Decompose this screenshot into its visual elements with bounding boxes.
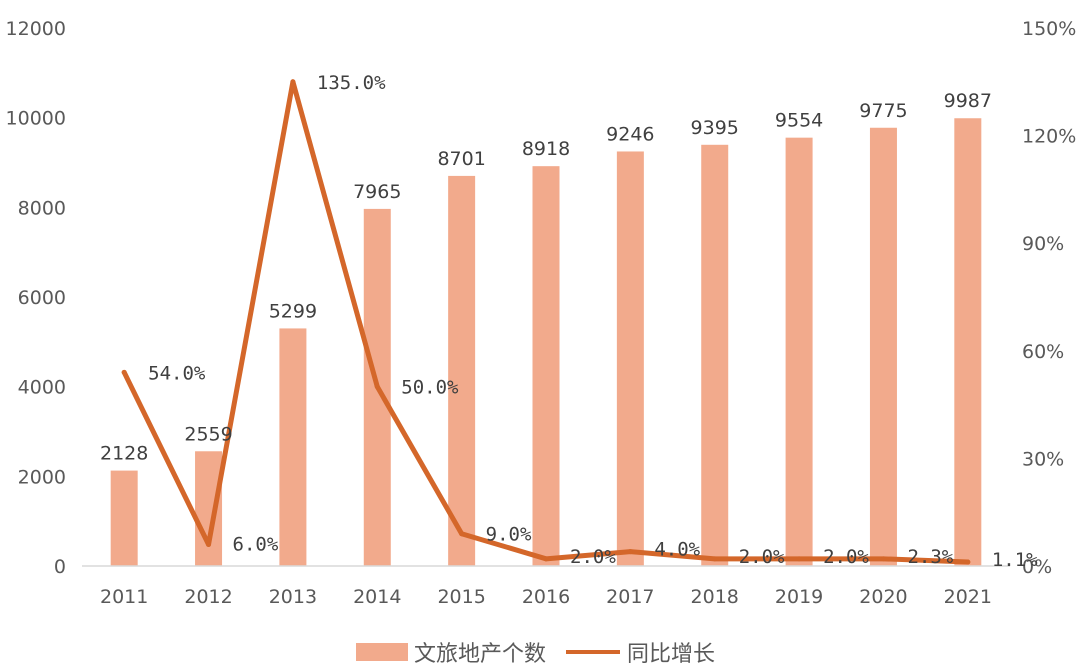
bar-data-labels: 2128 2559 5299 7965 8701 8918 9246 9395 9554 9775… — [100, 90, 992, 464]
line-data-label: 50.0% — [401, 377, 459, 399]
line-data-labels: 54.0% 6.0% 135.0% 50.0% 9.0% 2.0% 4.0% 2.0% 2.0%… — [148, 72, 1038, 571]
x-tick-label: 2021 — [944, 586, 992, 608]
line-point — [880, 556, 886, 562]
line-series — [121, 79, 971, 565]
y-left-axis: 0 2000 4000 6000 8000 10000 12000 — [6, 18, 66, 578]
y-right-tick-label: 30% — [1022, 448, 1064, 470]
x-tick-label: 2013 — [269, 586, 317, 608]
x-tick-label: 2020 — [859, 586, 907, 608]
x-tick-label: 2018 — [691, 586, 739, 608]
line-point — [206, 541, 212, 547]
bar-data-label: 2559 — [184, 423, 232, 445]
bar-data-label: 9775 — [859, 100, 907, 122]
x-tick-label: 2017 — [606, 586, 654, 608]
bar-data-label: 8701 — [437, 148, 485, 170]
bar-data-label: 2128 — [100, 443, 148, 465]
bar — [616, 151, 644, 566]
x-axis: 2011 2012 2013 2014 2015 2016 2017 2018 2019 2020… — [100, 586, 992, 608]
line-point — [965, 559, 971, 565]
bar-data-label: 9246 — [606, 123, 654, 145]
x-tick-label: 2016 — [522, 586, 570, 608]
bar-data-label: 7965 — [353, 181, 401, 203]
bar-series — [110, 118, 982, 567]
bar — [110, 470, 138, 566]
line-data-label: 2.0% — [570, 546, 616, 568]
bar — [785, 137, 813, 566]
x-tick-label: 2012 — [184, 586, 232, 608]
y-right-axis: 0% 30% 60% 90% 120% 150% — [1022, 18, 1076, 578]
y-right-tick-label: 60% — [1022, 341, 1064, 363]
bar-data-label: 9987 — [944, 90, 992, 112]
y-left-tick-label: 4000 — [18, 377, 66, 399]
y-left-tick-label: 8000 — [18, 197, 66, 219]
bar — [869, 127, 897, 567]
line-point — [459, 531, 465, 537]
y-right-tick-label: 90% — [1022, 233, 1064, 255]
x-tick-label: 2011 — [100, 586, 148, 608]
line-point — [796, 556, 802, 562]
bar — [701, 144, 729, 566]
line-point — [627, 549, 633, 555]
line-data-label: 4.0% — [654, 539, 700, 561]
bar — [532, 166, 560, 566]
x-tick-label: 2014 — [353, 586, 401, 608]
line-point — [712, 556, 718, 562]
bar — [195, 451, 223, 566]
bar — [279, 328, 307, 566]
y-left-tick-label: 6000 — [18, 287, 66, 309]
y-left-tick-label: 12000 — [6, 18, 66, 40]
line-data-label: 135.0% — [317, 72, 386, 94]
y-right-tick-label: 150% — [1022, 18, 1076, 40]
y-left-tick-label: 2000 — [18, 466, 66, 488]
line-data-label: 9.0% — [486, 524, 532, 546]
line-point — [121, 369, 127, 375]
line-data-label: 2.0% — [823, 546, 869, 568]
line-point — [374, 384, 380, 390]
bar — [448, 175, 476, 567]
line-data-label: 2.3% — [907, 546, 953, 568]
bar-data-label: 8918 — [522, 138, 570, 160]
legend-swatch-bar — [356, 643, 408, 661]
line-data-label: 1.1% — [992, 549, 1038, 571]
bar — [954, 118, 982, 566]
line-data-label: 2.0% — [739, 546, 785, 568]
y-right-tick-label: 120% — [1022, 126, 1076, 148]
y-left-tick-label: 10000 — [6, 108, 66, 130]
line-point — [290, 79, 296, 85]
legend: 文旅地产个数 同比增长 — [356, 642, 715, 667]
x-tick-label: 2019 — [775, 586, 823, 608]
bar-data-label: 9554 — [775, 110, 823, 132]
line-data-label: 6.0% — [233, 533, 279, 555]
bar-data-label: 9395 — [691, 117, 739, 139]
y-left-tick-label: 0 — [54, 556, 66, 578]
line-data-label: 54.0% — [148, 362, 206, 384]
legend-label-line: 同比增长 — [627, 642, 715, 667]
bar-data-label: 5299 — [269, 300, 317, 322]
line-point — [543, 556, 549, 562]
x-tick-label: 2015 — [437, 586, 485, 608]
legend-label-bar: 文旅地产个数 — [414, 642, 546, 667]
y-right-tick-label: 0% — [1022, 556, 1052, 578]
